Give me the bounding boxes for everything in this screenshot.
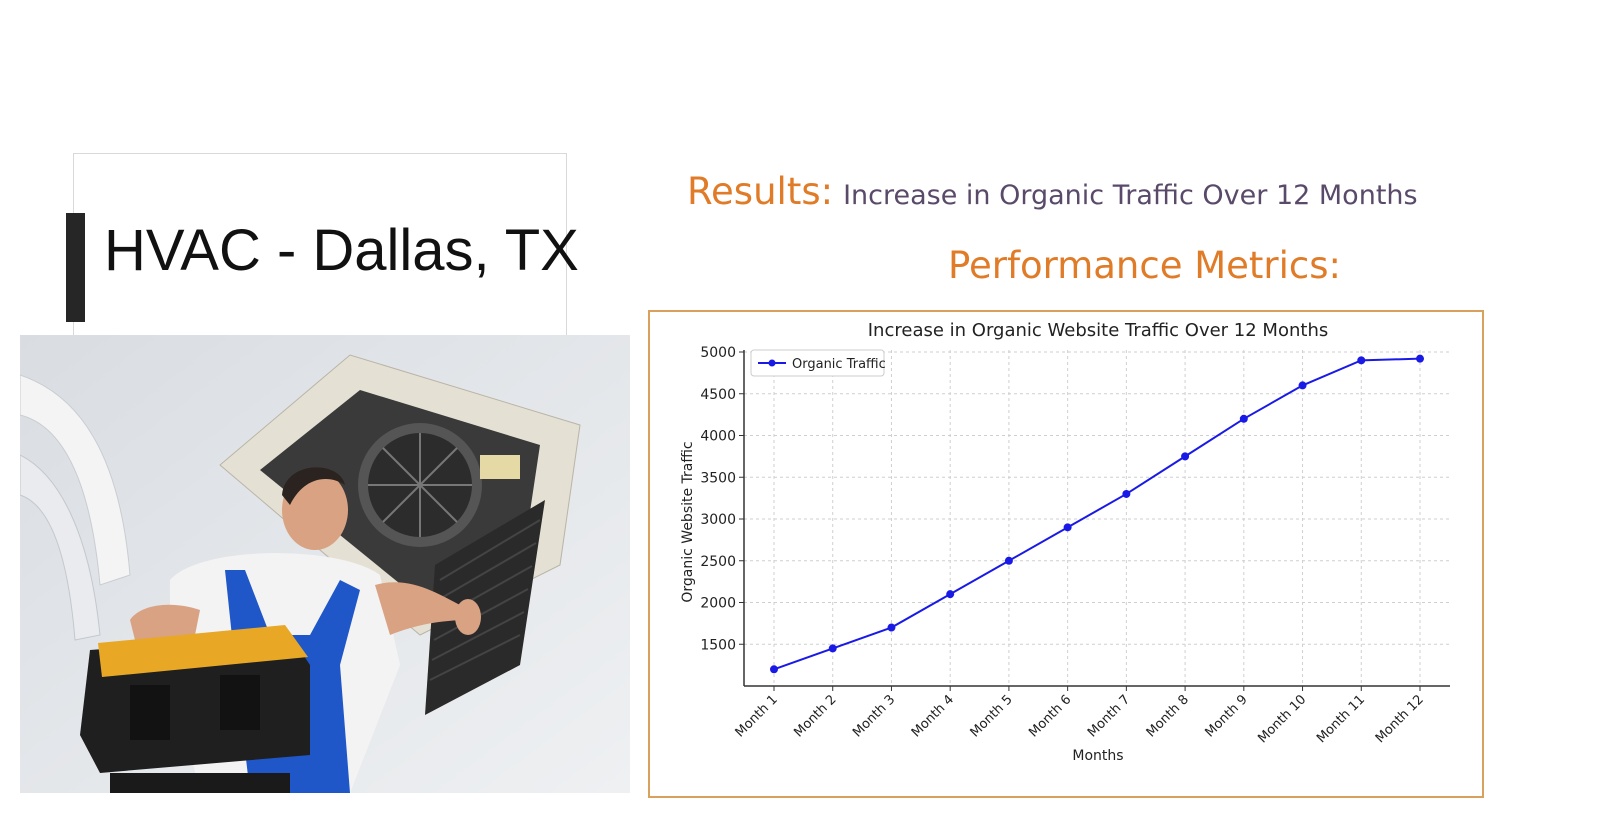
results-text: Increase in Organic Traffic Over 12 Mont… xyxy=(843,180,1418,211)
data-point xyxy=(770,665,778,674)
chart-grid xyxy=(744,350,1450,686)
data-point xyxy=(1416,354,1424,363)
title-card xyxy=(73,153,567,345)
y-tick-label: 3500 xyxy=(700,470,736,486)
x-tick-label: Month 8 xyxy=(1144,692,1192,740)
results-line: Results: Increase in Organic Traffic Over… xyxy=(687,170,1418,213)
y-tick-label: 2500 xyxy=(700,554,736,570)
title-accent-bar xyxy=(66,213,85,322)
y-axis-label: Organic Website Traffic xyxy=(680,441,696,602)
hvac-technician-photo xyxy=(20,335,630,793)
data-point xyxy=(887,623,896,632)
chart-legend: Organic Traffic xyxy=(750,349,886,377)
x-tick-label: Month 7 xyxy=(1085,692,1133,740)
data-point xyxy=(1181,452,1190,461)
y-tick-label: 5000 xyxy=(700,345,736,361)
y-tick-label: 4000 xyxy=(700,429,736,445)
legend-label: Organic Traffic xyxy=(792,357,886,372)
results-label: Results: xyxy=(687,170,834,213)
x-axis-label: Months xyxy=(1072,748,1123,764)
data-point xyxy=(828,644,837,653)
y-tick-label: 3000 xyxy=(700,512,736,528)
legend-box xyxy=(750,349,885,377)
x-tick-label: Month 9 xyxy=(1202,692,1250,740)
data-point xyxy=(946,590,955,599)
data-point xyxy=(1063,523,1072,532)
x-ticks: Month 1 Month 2 Month 3 Month 4 Month 5 Month… xyxy=(733,686,1427,746)
x-tick-label: Month 2 xyxy=(791,692,839,740)
slide-title: HVAC - Dallas, TX xyxy=(104,218,579,283)
y-tick-label: 4500 xyxy=(700,387,736,403)
x-tick-label: Month 6 xyxy=(1026,692,1074,740)
x-tick-label: Month 12 xyxy=(1373,692,1427,746)
x-tick-label: Month 4 xyxy=(909,692,957,740)
chart-frame: 1500 2000 2500 3000 3500 4000 4500 5000 Month 1… xyxy=(648,310,1484,798)
x-tick-label: Month 11 xyxy=(1314,692,1368,746)
data-point xyxy=(1239,414,1248,423)
x-tick-label: Month 10 xyxy=(1255,692,1309,746)
x-tick-label: Month 1 xyxy=(733,692,781,740)
legend-marker xyxy=(768,359,776,367)
x-tick-label: Month 3 xyxy=(850,692,898,740)
chart-title: Increase in Organic Website Traffic Over… xyxy=(868,320,1328,341)
y-tick-label: 1500 xyxy=(700,637,736,653)
data-point xyxy=(1004,556,1013,565)
y-ticks: 1500 2000 2500 3000 3500 4000 4500 5000 xyxy=(700,345,744,653)
data-point xyxy=(1122,489,1131,498)
data-point xyxy=(1357,356,1366,365)
data-point xyxy=(1298,381,1307,390)
series-line xyxy=(773,357,1421,671)
y-tick-label: 2000 xyxy=(700,596,736,612)
performance-metrics-heading: Performance Metrics: xyxy=(948,244,1341,287)
traffic-line-chart: 1500 2000 2500 3000 3500 4000 4500 5000 Month 1… xyxy=(680,320,1450,764)
x-tick-label: Month 5 xyxy=(968,692,1016,740)
series-layer xyxy=(770,354,1424,674)
